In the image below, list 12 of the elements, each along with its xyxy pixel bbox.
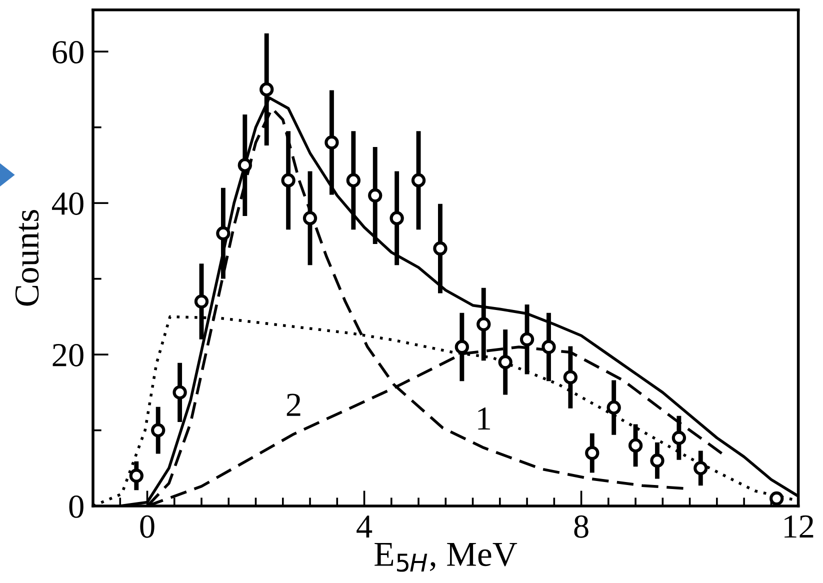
x-tick-label: 8	[574, 515, 588, 538]
x-axis-title: E$_{5H}$, MeV	[374, 543, 518, 572]
y-axis-title: Counts	[15, 210, 39, 306]
y-tick-label: 60	[52, 40, 84, 64]
x-tick-label: 0	[140, 515, 154, 538]
annotation: 2	[286, 394, 300, 416]
annotation: 1	[478, 408, 490, 430]
y-tick-label: 40	[52, 192, 84, 215]
y-tick-label: 0	[69, 495, 84, 518]
x-tick-label: 12	[784, 515, 814, 538]
x-tick-label: 4	[356, 516, 372, 538]
y-tick-label: 20	[52, 344, 84, 366]
